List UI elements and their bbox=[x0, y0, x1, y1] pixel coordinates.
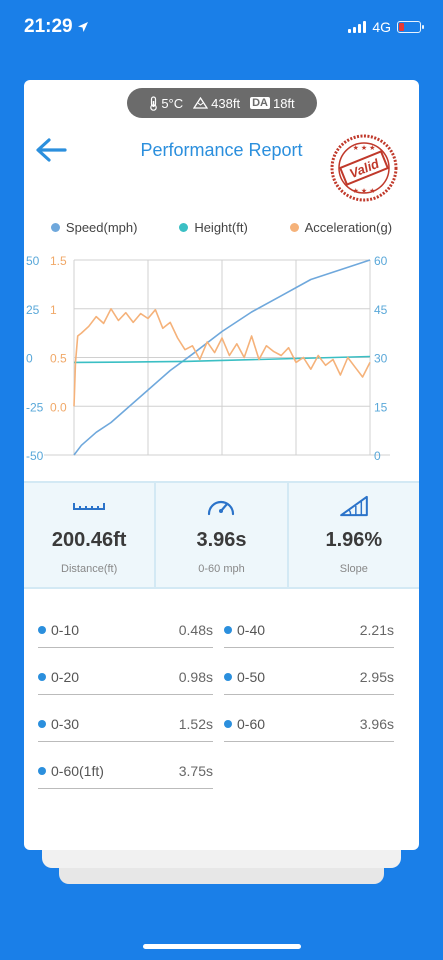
status-indicators: 4G bbox=[348, 19, 424, 35]
split-row: 0-40 2.21s bbox=[224, 608, 394, 648]
split-time: 2.95s bbox=[359, 669, 394, 685]
ruler-icon bbox=[73, 503, 106, 510]
split-bullet bbox=[224, 720, 232, 728]
split-time: 0.48s bbox=[178, 622, 213, 638]
split-bullet bbox=[38, 720, 46, 728]
split-name: 0-20 bbox=[51, 669, 80, 685]
valid-stamp: Valid ★ ★ ★ ★ ★ ★ bbox=[330, 134, 398, 202]
conditions-pill: 5°C 438ft DA 18ft bbox=[127, 88, 317, 118]
split-time: 3.75s bbox=[178, 763, 213, 779]
legend-acceleration-label: Acceleration(g) bbox=[304, 220, 393, 235]
legend-acceleration-swatch bbox=[289, 223, 299, 232]
acceleration-axis-tick-label: 1.5 bbox=[50, 254, 67, 268]
network-type: 4G bbox=[372, 19, 391, 35]
split-row: 0-10 0.48s bbox=[38, 608, 213, 648]
stat-zero-to-sixty-label: 0-60 mph bbox=[198, 563, 245, 575]
acceleration-series-line bbox=[73, 307, 371, 407]
altitude-value: 438ft bbox=[211, 95, 241, 111]
acceleration-axis-tick-label: 1 bbox=[50, 303, 57, 317]
svg-text:★ ★ ★: ★ ★ ★ bbox=[353, 187, 376, 195]
page-title: Performance Report bbox=[140, 140, 303, 160]
split-name: 0-30 bbox=[51, 716, 80, 732]
split-bullet bbox=[38, 673, 46, 681]
stat-zero-to-sixty-value: 3.96s bbox=[196, 529, 247, 551]
svg-text:★ ★ ★: ★ ★ ★ bbox=[353, 144, 376, 152]
acceleration-axis-tick-label: 0.5 bbox=[50, 352, 67, 366]
legend-height-label: Height(ft) bbox=[194, 220, 248, 235]
height-axis-tick-label: 0 bbox=[26, 352, 33, 366]
height-axis-tick-label: -25 bbox=[26, 400, 44, 414]
altitude: 438ft bbox=[193, 96, 240, 111]
split-bullet bbox=[38, 767, 46, 775]
split-row: 0-60(1ft) 3.75s bbox=[38, 749, 213, 789]
split-name: 0-60 bbox=[237, 716, 266, 732]
speed-axis-tick-label: 0 bbox=[374, 449, 381, 463]
split-bullet bbox=[38, 626, 46, 634]
stat-slope-label: Slope bbox=[339, 563, 368, 575]
performance-report-card: 5°C 438ft DA 18ft Performance Report Val… bbox=[24, 80, 419, 850]
acceleration-axis-tick-label: 0.0 bbox=[50, 400, 67, 414]
stat-distance-label: Distance(ft) bbox=[61, 563, 118, 575]
density-altitude-value: 18ft bbox=[272, 95, 295, 111]
height-axis-tick-label: -50 bbox=[26, 449, 44, 463]
speed-series-line bbox=[73, 259, 371, 456]
speed-axis-tick-label: 15 bbox=[374, 400, 388, 414]
stat-distance: 200.46ft Distance(ft) bbox=[24, 483, 154, 587]
temperature: 5°C bbox=[149, 96, 183, 111]
split-bullet bbox=[224, 626, 232, 634]
battery-icon bbox=[397, 21, 424, 33]
slope-icon bbox=[339, 495, 368, 517]
legend-speed-swatch bbox=[50, 223, 60, 232]
back-arrow-icon bbox=[36, 138, 67, 162]
height-axis-tick-label: 50 bbox=[26, 254, 40, 268]
status-bar: 21:29 4G bbox=[0, 0, 443, 60]
speed-axis-tick-label: 45 bbox=[374, 303, 388, 317]
performance-chart: 50 25 0 -25 -50 1.5 1 0.5 0.0 60 45 30 15 0 bbox=[26, 254, 390, 463]
signal-icon bbox=[348, 21, 367, 33]
stat-slope: 1.96% Slope bbox=[286, 483, 419, 587]
split-name: 0-50 bbox=[237, 669, 266, 685]
legend-height[interactable]: Height(ft) bbox=[179, 220, 248, 235]
split-row: 0-50 2.95s bbox=[224, 655, 394, 695]
split-time: 3.96s bbox=[359, 716, 394, 732]
split-time: 0.98s bbox=[178, 669, 213, 685]
chart-legend: Speed(mph) Height(ft) Acceleration(g) bbox=[24, 220, 419, 235]
legend-speed-label: Speed(mph) bbox=[65, 220, 138, 235]
split-row: 0-30 1.52s bbox=[38, 702, 213, 742]
split-bullet bbox=[224, 673, 232, 681]
speedometer-icon bbox=[208, 500, 235, 516]
split-row: 0-60 3.96s bbox=[224, 702, 394, 742]
split-name: 0-40 bbox=[237, 622, 266, 638]
density-altitude-badge: DA bbox=[250, 97, 270, 109]
stat-zero-to-sixty: 3.96s 0-60 mph bbox=[154, 483, 286, 587]
split-row: 0-20 0.98s bbox=[38, 655, 213, 695]
legend-height-swatch bbox=[179, 223, 189, 232]
legend-speed[interactable]: Speed(mph) bbox=[50, 220, 138, 235]
stat-slope-value: 1.96% bbox=[325, 529, 383, 551]
speed-axis-tick-label: 30 bbox=[374, 352, 388, 366]
mountain-icon bbox=[193, 97, 209, 109]
stat-distance-value: 200.46ft bbox=[51, 529, 127, 551]
home-indicator[interactable] bbox=[143, 944, 301, 949]
speed-axis-tick-label: 60 bbox=[374, 254, 388, 268]
legend-acceleration[interactable]: Acceleration(g) bbox=[289, 220, 393, 235]
back-button[interactable] bbox=[34, 135, 68, 165]
thermometer-icon bbox=[150, 95, 158, 111]
location-arrow-icon bbox=[77, 22, 88, 32]
split-time: 1.52s bbox=[178, 716, 213, 732]
height-axis-tick-label: 25 bbox=[26, 303, 40, 317]
density-altitude: DA 18ft bbox=[250, 96, 295, 111]
split-time: 2.21s bbox=[359, 622, 394, 638]
temperature-value: 5°C bbox=[161, 95, 184, 111]
split-name: 0-60(1ft) bbox=[51, 763, 104, 779]
status-time-text: 21:29 bbox=[24, 16, 73, 37]
split-name: 0-10 bbox=[51, 622, 80, 638]
status-time: 21:29 bbox=[24, 16, 89, 38]
stats-panel: 200.46ft Distance(ft) 3.96s 0-60 mph 1.9… bbox=[24, 481, 419, 589]
